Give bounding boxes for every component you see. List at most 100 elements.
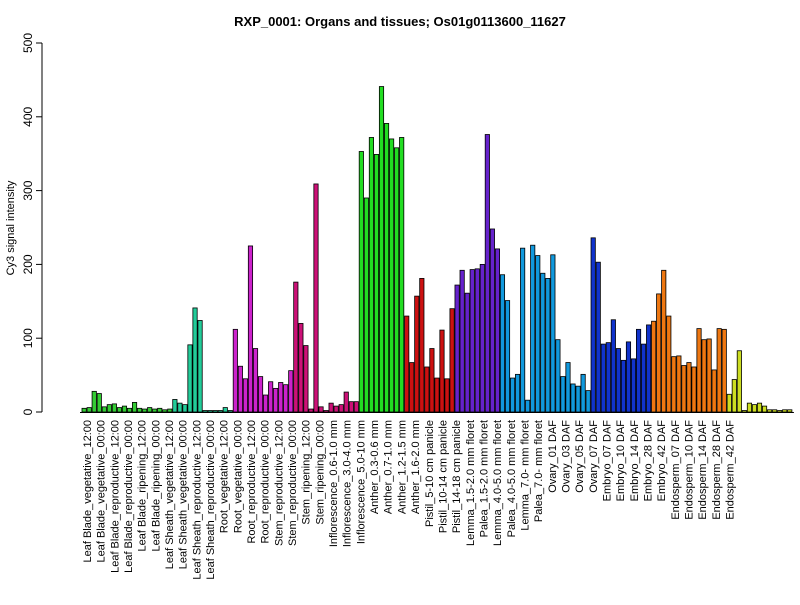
x-tick-label: Leaf Sheath_vegetative_12:00 — [164, 420, 176, 569]
bar — [504, 300, 511, 413]
x-tick-label: Leaf Sheath_reproductive_00:00 — [205, 420, 217, 580]
bar — [202, 410, 208, 413]
x-tick-label: Leaf Blade_vegetative_00:00 — [96, 420, 108, 563]
bar — [293, 281, 299, 413]
bar — [91, 390, 97, 413]
bar — [630, 358, 637, 413]
bar — [661, 269, 667, 413]
x-tick-label: Embryo_07 DAF — [601, 420, 613, 502]
bar — [585, 390, 591, 413]
bar — [126, 407, 133, 413]
x-tick-label: Leaf Blade_ripening_00:00 — [150, 420, 162, 552]
bar — [333, 405, 339, 413]
bar — [147, 407, 153, 413]
bar — [575, 385, 581, 413]
x-tick-label: Lemma_7.0- mm floret — [519, 420, 531, 531]
bar — [308, 408, 314, 413]
x-tick-label: Pistil_14-18 cm panicle — [451, 420, 463, 533]
bar — [469, 269, 475, 413]
bar — [177, 402, 183, 413]
bar — [767, 409, 773, 413]
bar — [605, 342, 611, 413]
bar — [263, 394, 269, 413]
bar — [232, 328, 238, 413]
bar — [681, 365, 687, 413]
bar — [600, 343, 606, 413]
bar — [167, 408, 173, 413]
x-tick-label: Embryo_42 DAF — [656, 420, 668, 502]
bar — [751, 404, 758, 413]
bar — [358, 151, 364, 413]
bar — [565, 362, 571, 413]
bar — [550, 254, 556, 413]
y-tick-label: 400 — [21, 106, 35, 126]
bar — [545, 278, 551, 413]
x-tick-label: Ovary_01 DAF — [547, 420, 559, 493]
bar — [318, 406, 324, 413]
x-tick-label: Endosperm_10 DAF — [683, 420, 695, 520]
x-tick-label: Stem_ripening_12:00 — [301, 420, 313, 525]
y-tick-label: 0 — [21, 408, 35, 415]
bar — [247, 245, 254, 413]
x-tick-label: Ovary_07 DAF — [588, 420, 600, 493]
bar — [429, 348, 435, 413]
bar — [81, 407, 87, 413]
bar — [484, 134, 490, 413]
bar — [424, 366, 430, 413]
y-tick-label: 500 — [21, 33, 35, 53]
bar — [237, 365, 243, 413]
y-axis: 0 100 200 300 400 500 — [21, 33, 43, 415]
x-tick-label: Root_reproductive_00:00 — [260, 420, 272, 544]
bar — [464, 292, 470, 413]
bar — [121, 405, 128, 413]
bar — [106, 404, 112, 413]
bar — [459, 269, 465, 413]
bar — [192, 307, 198, 413]
bar — [489, 228, 495, 413]
bar — [515, 373, 521, 413]
bar — [716, 328, 722, 413]
bar — [242, 378, 248, 413]
bar — [590, 237, 596, 413]
bar — [595, 261, 601, 413]
bar — [434, 377, 440, 413]
bar — [525, 399, 531, 413]
bar — [711, 369, 717, 413]
x-tick-label: Embryo_28 DAF — [642, 420, 654, 502]
y-tick-label: 300 — [21, 180, 35, 200]
y-axis-label: Cy3 signal intensity — [5, 180, 17, 275]
bar — [530, 244, 536, 413]
bar — [746, 402, 752, 413]
bar — [328, 402, 334, 413]
bar — [499, 274, 506, 413]
bar — [252, 348, 259, 413]
x-tick-label: Anther_1.6-2.0 mm — [410, 420, 422, 514]
bar — [187, 344, 193, 413]
bar — [212, 410, 218, 413]
bar — [96, 393, 102, 413]
bar — [298, 323, 304, 413]
x-tick-label: Lemma_1.5-2.0 mm floret — [465, 420, 477, 546]
x-tick-label: Stem_reproductive_12:00 — [273, 420, 285, 546]
bar — [227, 410, 233, 413]
bar — [338, 404, 344, 413]
bar — [686, 362, 692, 413]
bar — [268, 381, 274, 413]
bar — [217, 410, 223, 413]
bar — [560, 376, 566, 413]
bar — [474, 268, 480, 413]
x-tick-label: Anther_1.2-1.5 mm — [396, 420, 408, 514]
bar — [157, 407, 163, 413]
x-tick-label: Anther_0.3-0.6 mm — [369, 420, 381, 514]
bar — [394, 147, 400, 413]
x-tick-label: Leaf Sheath_vegetative_00:00 — [178, 420, 190, 569]
bar — [691, 366, 697, 413]
bar — [419, 278, 425, 413]
bar — [535, 255, 541, 413]
x-tick-label: Leaf Blade_reproductive_12:00 — [109, 420, 121, 573]
bar — [636, 328, 642, 413]
bar — [721, 328, 727, 413]
bar — [666, 315, 672, 413]
